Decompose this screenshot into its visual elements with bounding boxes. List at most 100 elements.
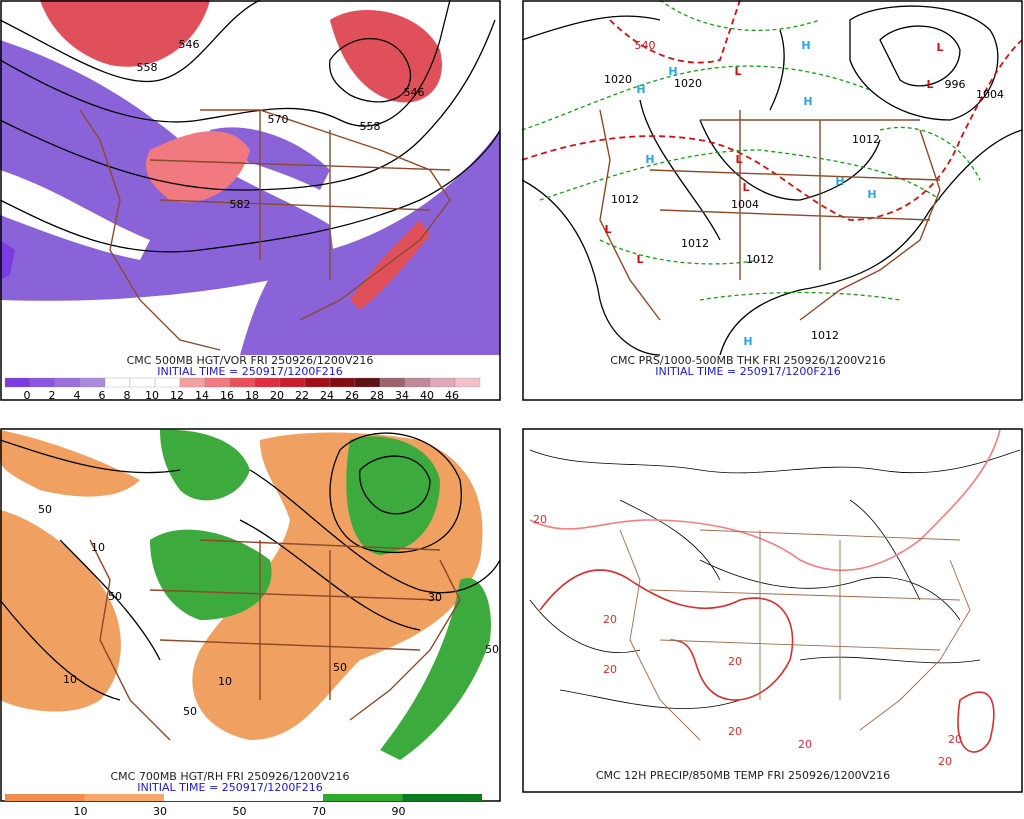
rh-moist [150, 529, 272, 620]
contour [0, 432, 501, 701]
thickness-540 [521, 0, 1023, 221]
colorbar-swatch [164, 794, 244, 801]
map-label: 1004 [731, 198, 759, 211]
colorbar-swatch [254, 377, 281, 388]
colorbar-swatch [29, 377, 56, 388]
temperature-contour [539, 569, 995, 753]
colorbar-swatch [304, 377, 331, 388]
map-label: 1012 [852, 133, 880, 146]
contour [0, 19, 496, 191]
map-label: L [926, 78, 933, 91]
colorbar-label: 2 [49, 389, 56, 402]
colorbar-label: 70 [312, 805, 326, 818]
rh-moist [160, 429, 250, 501]
colorbar-label: 4 [74, 389, 81, 402]
panel-500mb: CMC 500MB HGT/VOR FRI 250926/1200V216 IN… [0, 0, 501, 402]
rh-moist [380, 578, 491, 760]
map-label: H [645, 153, 654, 166]
map-labels: 558 546 570 582 558 546 [137, 38, 425, 211]
panel-700mb: CMC 700MB HGT/RH FRI 250926/1200V216 INI… [0, 428, 501, 818]
map-label: 10 [91, 541, 105, 554]
colorbar-swatch [402, 794, 482, 801]
colorbar-label: 30 [153, 805, 167, 818]
map-label: 1012 [611, 193, 639, 206]
map-label: 546 [404, 86, 425, 99]
caption: CMC 700MB HGT/RH FRI 250926/1200V216 [110, 770, 349, 783]
map-label: 1020 [674, 77, 702, 90]
map-label: 558 [360, 120, 381, 133]
map-label: L [734, 65, 741, 78]
colorbar-swatch [243, 794, 323, 801]
map-bg [522, 428, 1023, 792]
colorbar-label: 40 [420, 389, 434, 402]
map-label: 582 [230, 198, 251, 211]
colorbar-label: 46 [445, 389, 459, 402]
borders [89, 539, 461, 741]
colorbar-swatch [129, 377, 156, 388]
panel-border [0, 0, 501, 401]
map-label: 20 [728, 725, 742, 738]
contour [0, 0, 261, 83]
rh-moist [346, 436, 440, 555]
map-label: H [803, 95, 812, 108]
colorbar-label: 22 [295, 389, 309, 402]
colorbar-label: 50 [233, 805, 247, 818]
vorticity-area [240, 130, 500, 355]
borders [599, 109, 941, 321]
colorbar-swatch [454, 377, 481, 388]
colorbar-label: 14 [195, 389, 209, 402]
map-label: 1004 [976, 88, 1004, 101]
vorticity-max [40, 0, 210, 67]
isobar [521, 5, 1023, 356]
borders [79, 109, 451, 351]
map-label: 1012 [811, 329, 839, 342]
colorbar-label: 26 [345, 389, 359, 402]
vorticity-max [330, 10, 442, 103]
map-label: H [668, 65, 677, 78]
map-label: H [636, 83, 645, 96]
map-label: H [801, 39, 810, 52]
map-label: 50 [485, 643, 499, 656]
panel-border [522, 428, 1023, 793]
map-label: 546 [179, 38, 200, 51]
colorbar-label: 12 [170, 389, 184, 402]
colorbar-swatch [84, 794, 164, 801]
colorbar: 0 2 4 6 8 10 12 14 16 18 20 22 24 26 28 34 40 46 [4, 377, 481, 402]
colorbar-swatch [5, 794, 85, 801]
caption: CMC 12H PRECIP/850MB TEMP FRI 250926/120… [596, 769, 890, 782]
initial-time: INITIAL TIME = 250917/1200F216 [655, 365, 840, 378]
colorbar-label: 0 [24, 389, 31, 402]
map-label: 1012 [681, 237, 709, 250]
caption: CMC 500MB HGT/VOR FRI 250926/1200V216 [127, 354, 374, 367]
map-label: 20 [798, 738, 812, 751]
colorbar-swatch [4, 377, 31, 388]
map-label: 10 [63, 673, 77, 686]
map-label: 20 [603, 663, 617, 676]
temperature-contour [529, 449, 1021, 709]
map-label: H [835, 175, 844, 188]
map-label: 1020 [604, 73, 632, 86]
colorbar-swatch [354, 377, 381, 388]
map-label: 1012 [746, 253, 774, 266]
map-label: 20 [948, 733, 962, 746]
colorbar-swatch [104, 377, 131, 388]
colorbar-swatch [229, 377, 256, 388]
colorbar-label: 18 [245, 389, 259, 402]
map-bg [522, 0, 1023, 355]
panel-pressure: CMC PRS/1000-500MB THK FRI 250926/1200V2… [521, 0, 1023, 401]
map-label: L [735, 153, 742, 166]
map-label: 996 [945, 78, 966, 91]
panel-border [522, 0, 1023, 401]
map-label: 50 [38, 503, 52, 516]
map-label: 570 [268, 113, 289, 126]
map-label: L [636, 253, 643, 266]
panel-precip: CMC 12H PRECIP/850MB TEMP FRI 250926/120… [522, 428, 1023, 793]
map-labels: H H H H H H H H L L L L L L L 1020 1020 1012 1004 1012 1012 1… [604, 39, 1004, 348]
temperature-contour [529, 429, 1001, 572]
map-label: 20 [938, 755, 952, 768]
initial-time: INITIAL TIME = 250917/1200F216 [137, 781, 322, 794]
map-label: L [742, 181, 749, 194]
colorbar-swatch [179, 377, 206, 388]
colorbar-label: 8 [124, 389, 131, 402]
